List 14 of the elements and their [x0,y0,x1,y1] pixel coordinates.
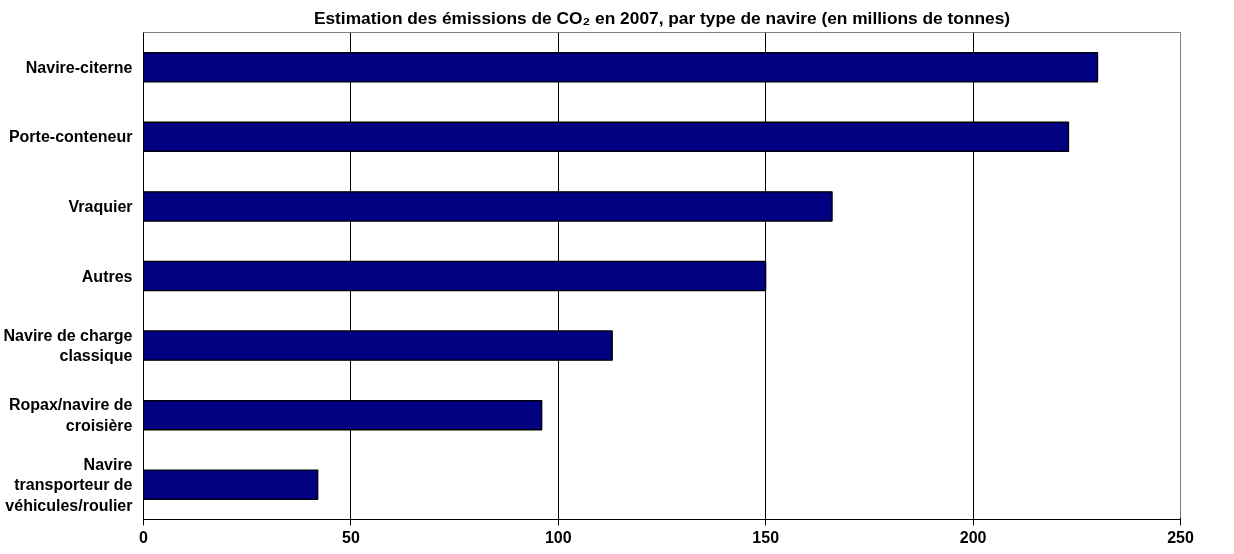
x-tick-label: 250 [1167,528,1194,546]
y-tick-label: Navire-citerne [25,58,133,76]
x-tick-label: 150 [752,528,780,546]
x-tick-label: 200 [959,528,987,546]
y-tick-label: Ropax/navire de croisière [8,396,133,434]
y-tick-label: Porte-conteneur [8,128,133,146]
y-tick-label: Vraquier [68,197,133,215]
y-tick-label: Autres [81,267,133,285]
x-tick-label: 0 [139,528,149,546]
x-tick-label: 100 [544,528,572,546]
chart-title: Estimation des émissions de CO₂ en 2007, par type de navire (en millions de tonnes) [313,7,1011,28]
x-tick-label: 50 [342,528,360,546]
y-tick-label: Navire de charge classique [3,326,133,365]
y-tick-label: Navire transporteur de véhicules/roulier [5,455,133,514]
